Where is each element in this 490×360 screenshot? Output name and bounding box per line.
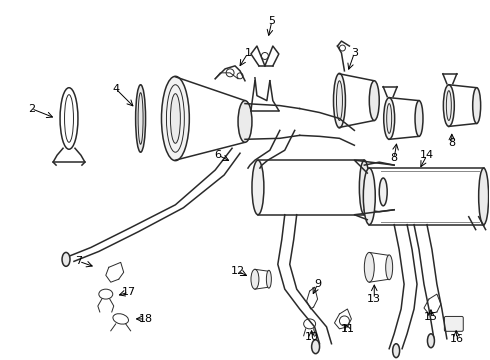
Ellipse shape xyxy=(359,160,369,215)
Text: 2: 2 xyxy=(27,104,35,113)
Text: 3: 3 xyxy=(351,48,358,58)
Ellipse shape xyxy=(171,94,180,143)
Ellipse shape xyxy=(334,73,345,128)
FancyBboxPatch shape xyxy=(444,316,463,331)
Text: 11: 11 xyxy=(341,324,354,334)
Ellipse shape xyxy=(365,252,374,282)
Text: 13: 13 xyxy=(368,294,381,304)
Ellipse shape xyxy=(446,91,451,121)
Ellipse shape xyxy=(312,340,319,354)
Ellipse shape xyxy=(337,81,343,121)
Ellipse shape xyxy=(267,270,271,288)
Text: 17: 17 xyxy=(122,287,136,297)
Text: 8: 8 xyxy=(448,138,455,148)
Text: 4: 4 xyxy=(112,84,119,94)
Text: 7: 7 xyxy=(75,256,82,266)
Ellipse shape xyxy=(138,93,143,144)
Ellipse shape xyxy=(392,344,400,357)
Text: 9: 9 xyxy=(314,279,321,289)
Text: 10: 10 xyxy=(305,332,318,342)
Ellipse shape xyxy=(427,334,435,348)
Ellipse shape xyxy=(167,85,184,152)
Ellipse shape xyxy=(384,98,394,139)
Ellipse shape xyxy=(238,100,252,142)
Text: 14: 14 xyxy=(420,150,434,160)
Ellipse shape xyxy=(443,85,454,126)
Ellipse shape xyxy=(363,168,375,225)
Ellipse shape xyxy=(162,76,189,161)
Text: 5: 5 xyxy=(269,16,275,26)
Ellipse shape xyxy=(415,100,423,136)
Ellipse shape xyxy=(136,85,146,152)
Ellipse shape xyxy=(369,81,379,121)
Text: 18: 18 xyxy=(139,314,152,324)
Text: 16: 16 xyxy=(450,334,464,344)
Text: 1: 1 xyxy=(245,48,251,58)
Ellipse shape xyxy=(251,269,259,289)
Ellipse shape xyxy=(379,178,387,206)
Ellipse shape xyxy=(252,160,264,215)
Ellipse shape xyxy=(62,252,70,266)
Text: 8: 8 xyxy=(391,153,398,163)
Ellipse shape xyxy=(386,255,392,280)
Ellipse shape xyxy=(479,168,489,225)
Text: 6: 6 xyxy=(215,150,221,160)
Ellipse shape xyxy=(387,104,392,133)
Text: 12: 12 xyxy=(231,266,245,276)
Ellipse shape xyxy=(473,88,481,123)
Text: 15: 15 xyxy=(424,312,438,322)
